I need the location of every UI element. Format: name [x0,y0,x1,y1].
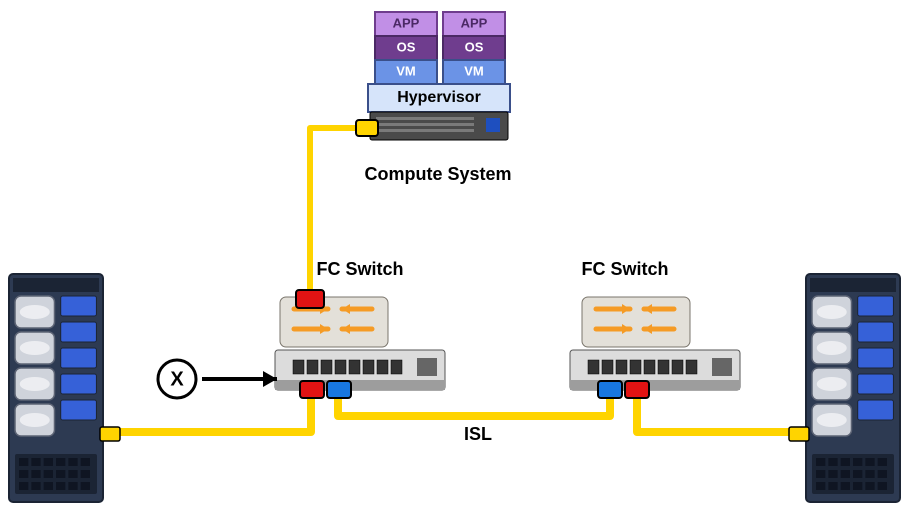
vm-vm-label-0: VM [396,63,416,78]
storage-port-left [100,427,120,441]
switch-top-port-left [296,290,324,308]
storage-rack-right [789,274,900,502]
fc-switch-right [570,297,740,398]
hypervisor-label: Hypervisor [397,89,481,106]
compute-system: APP OS VM APP OS VM Hypervisor [356,12,510,140]
vm-vm-label-1: VM [464,63,484,78]
vm-os-label-0: OS [397,39,416,54]
isl-label: ISL [464,424,492,444]
switch-port-left-1 [327,381,351,398]
vm-app-label-1: APP [461,15,488,30]
switch-port-left-0 [300,381,324,398]
storage-port-right [789,427,809,441]
x-marker-label: X [170,368,184,390]
cable-isl [338,399,610,416]
compute-port [356,120,378,136]
compute-system-label: Compute System [364,164,511,184]
storage-rack-left [9,274,120,502]
fc-switch-right-label: FC Switch [581,259,668,279]
vm-os-label-1: OS [465,39,484,54]
cable-switch_to_left_server [118,396,311,432]
switch-port-right-0 [598,381,622,398]
vm-app-label-0: APP [393,15,420,30]
x-marker: X [158,360,277,398]
fc-switch-left [275,290,445,398]
switch-port-right-1 [625,381,649,398]
fc-switch-left-label: FC Switch [316,259,403,279]
cable-switch_to_right_server [637,396,790,432]
